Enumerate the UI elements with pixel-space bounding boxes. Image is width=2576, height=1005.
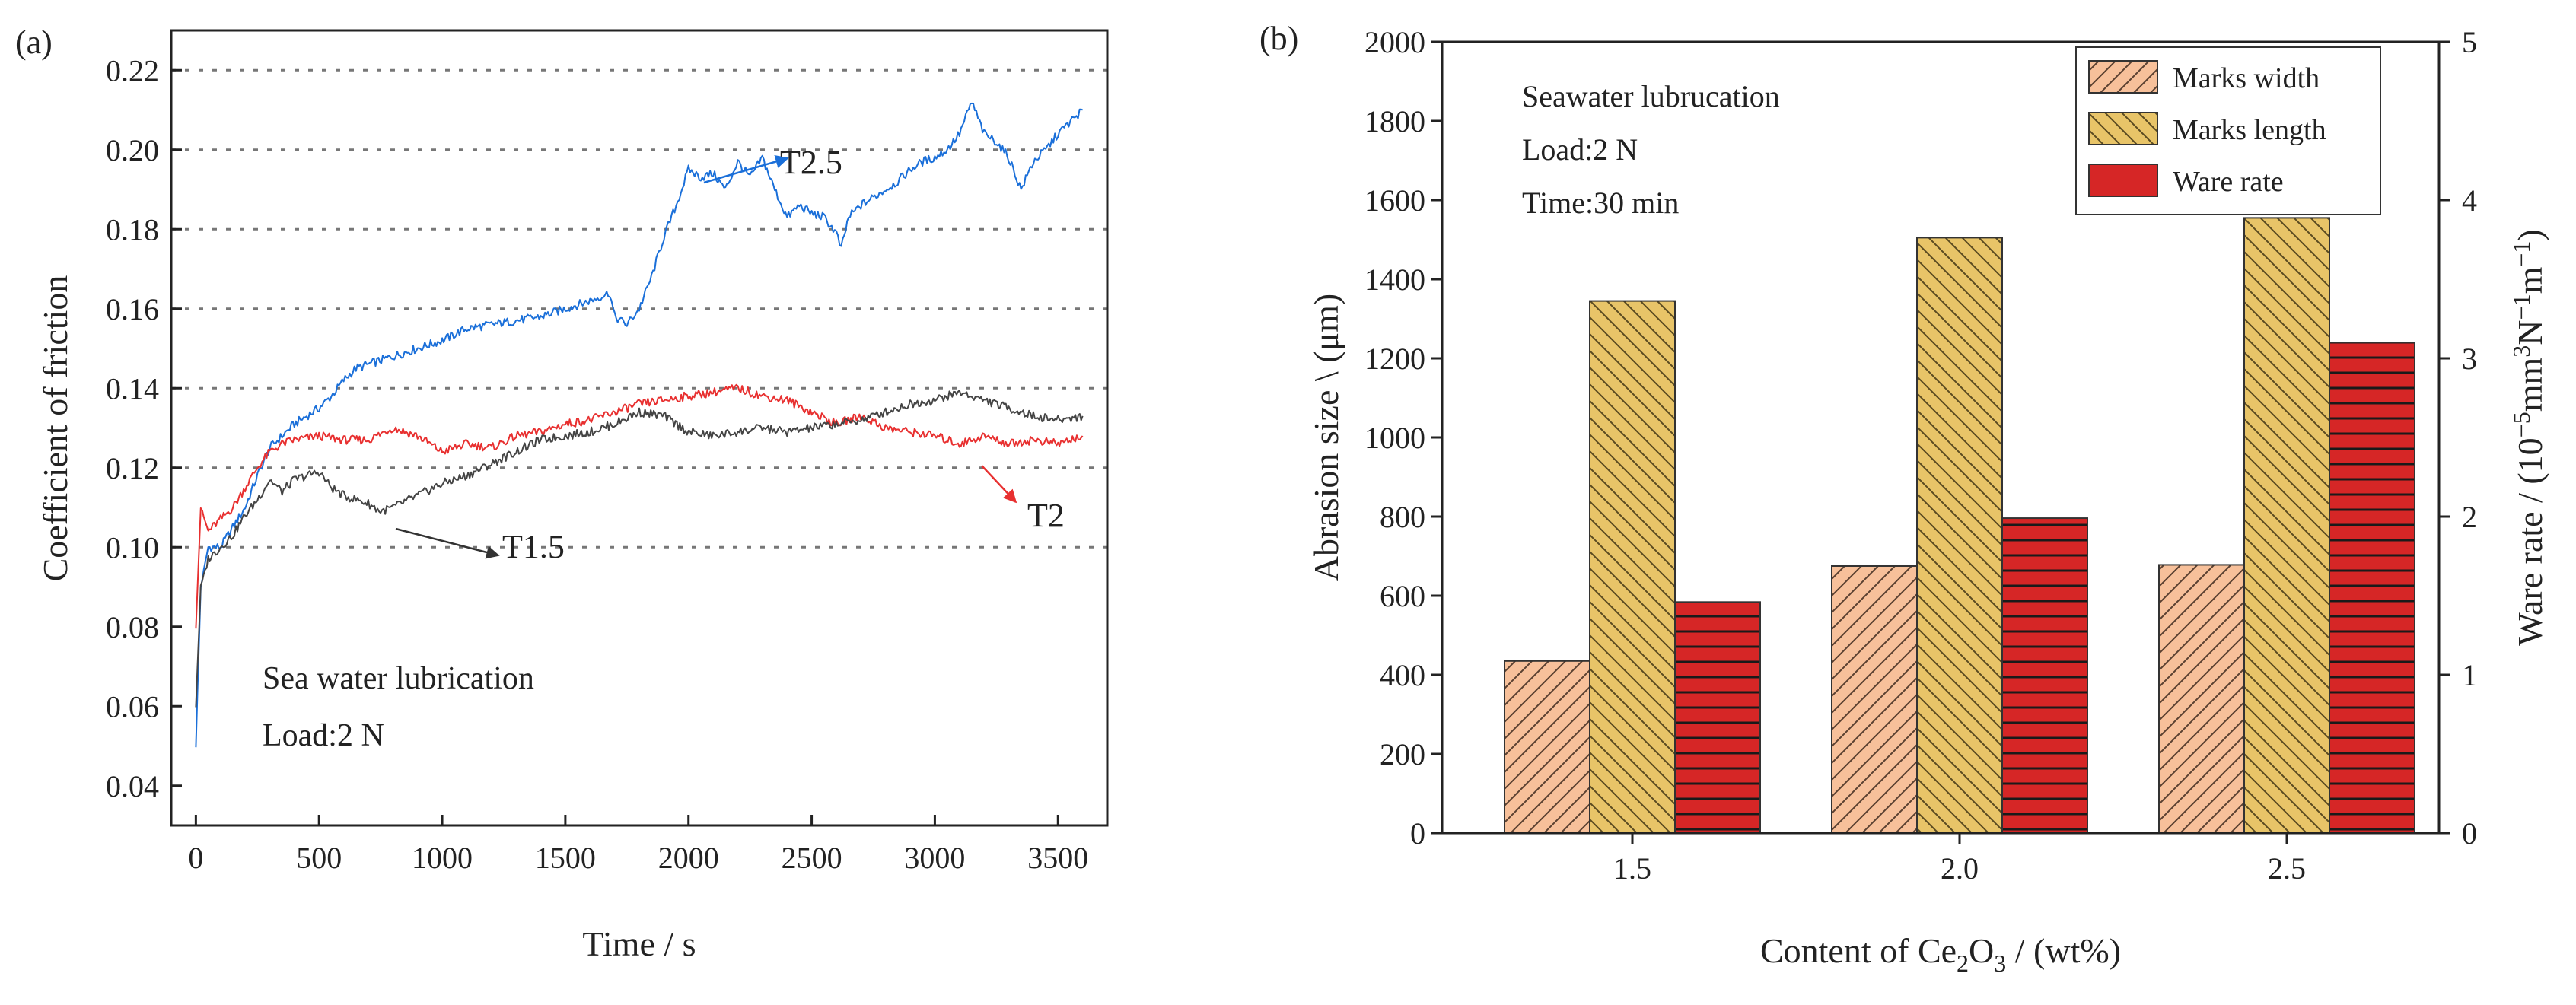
x-tick-label: 1.5 xyxy=(1613,851,1651,886)
bar-marks-width xyxy=(1831,565,1918,834)
series-label-t2: T2 xyxy=(1027,497,1065,534)
x-tick-label: 2.5 xyxy=(2268,851,2306,886)
legend-swatch-ware-rate xyxy=(2088,164,2158,197)
bar-marks-length xyxy=(2243,217,2330,834)
series-label-t2-5: T2.5 xyxy=(780,144,842,181)
x-tick-label: 3500 xyxy=(1027,841,1088,875)
y-tick-label-right: 2 xyxy=(2462,500,2477,534)
y-tick-label-right: 0 xyxy=(2462,816,2477,851)
panel-a-annotation-lubrication: Sea water lubrication xyxy=(263,661,534,696)
panel-b-xlabel: Content of Ce2O3 / (wt%) xyxy=(1760,931,2121,977)
panel-a-xticks: 0 500 1000 1500 2000 2500 3000 3500 xyxy=(188,815,1088,875)
panel-b-legend: Marks width Marks length Ware rate xyxy=(2075,46,2381,215)
series-label-arrow-t2 xyxy=(981,465,1017,504)
y-tick-label-left: 0 xyxy=(1410,816,1425,851)
panel-a-plot-frame xyxy=(170,29,1109,827)
bar-ware-rate xyxy=(2001,517,2088,835)
y-tick-label-left: 1200 xyxy=(1364,342,1425,376)
y-tick-label: 0.08 xyxy=(106,610,159,644)
y-tick-label-left: 2000 xyxy=(1364,25,1425,59)
y-tick-label-left: 200 xyxy=(1380,737,1425,771)
x-tick-label: 2000 xyxy=(658,841,719,875)
y-tick-label-left: 800 xyxy=(1380,500,1425,534)
bar-marks-length xyxy=(1589,300,1676,835)
legend-label-ware-rate: Ware rate xyxy=(2173,166,2284,198)
bar-ware-rate xyxy=(1674,601,1761,834)
series-label-arrow-t1-5 xyxy=(395,527,500,559)
y-tick-label: 0.10 xyxy=(106,530,159,565)
x-tick-label: 500 xyxy=(296,841,342,875)
y-tick-label: 0.20 xyxy=(106,133,159,167)
x-tick-label: 2.0 xyxy=(1941,851,1979,886)
panel-b-bars xyxy=(1504,217,2415,835)
y-tick-label-left: 1800 xyxy=(1364,104,1425,138)
y-tick-label-left: 1400 xyxy=(1364,262,1425,297)
series-label-arrow-t2-5 xyxy=(703,154,789,184)
series-line-t2 xyxy=(195,383,1084,629)
x-tick-label: 2500 xyxy=(782,841,842,875)
y-tick-label-left: 400 xyxy=(1380,658,1425,692)
panel-b-annotation-time: Time:30 min xyxy=(1522,186,1679,220)
series-label-t1-5: T1.5 xyxy=(502,528,565,565)
bar-marks-width xyxy=(2158,564,2245,834)
panel-a-ylabel: Coefficient of friction xyxy=(36,275,75,582)
panel-b-label: (b) xyxy=(1259,20,1298,57)
panel-b-yticks-right: 0 1 2 3 4 5 xyxy=(2439,25,2477,851)
legend-label-marks-width: Marks width xyxy=(2173,62,2320,94)
y-tick-label: 0.18 xyxy=(106,212,159,246)
y-tick-label: 0.12 xyxy=(106,451,159,485)
x-tick-label: 0 xyxy=(188,841,203,875)
panel-b-yticks-left: 0 200 400 600 800 1000 1200 1400 1600 1800 2000 xyxy=(1364,25,1442,851)
y-tick-label-right: 4 xyxy=(2462,183,2477,218)
series-line-t2-5 xyxy=(195,102,1083,748)
y-tick-label-right: 5 xyxy=(2462,25,2477,59)
legend-swatch-marks-width xyxy=(2088,60,2158,94)
bar-ware-rate xyxy=(2329,342,2415,834)
y-tick-label-left: 1600 xyxy=(1364,183,1425,218)
panel-a: (a) 0.04 0.06 0.08 0.10 0.12 0.14 0.16 0.18 0.20… xyxy=(15,24,1109,963)
y-tick-label: 0.16 xyxy=(106,292,159,326)
y-tick-label-left: 1000 xyxy=(1364,421,1425,455)
panel-b: (b) 020040060080010001200140016001800200… xyxy=(1259,20,2549,977)
y-tick-label: 0.22 xyxy=(106,53,159,87)
legend-label-marks-length: Marks length xyxy=(2173,114,2326,146)
y-tick-label-right: 3 xyxy=(2462,342,2477,376)
y-tick-label: 0.04 xyxy=(106,769,159,803)
x-tick-label: 1000 xyxy=(412,841,473,875)
panel-b-ylabel-left: Abrasion size \ (μm) xyxy=(1307,294,1345,582)
panel-b-annotation-load: Load:2 N xyxy=(1522,132,1638,167)
legend-swatch-marks-length xyxy=(2088,112,2158,145)
panel-a-annotation-load: Load:2 N xyxy=(263,718,384,753)
bar-marks-length xyxy=(1916,237,2003,834)
x-tick-label: 1500 xyxy=(535,841,596,875)
panel-a-label: (a) xyxy=(15,24,53,61)
panel-a-series xyxy=(195,102,1084,748)
y-tick-label: 0.14 xyxy=(106,371,159,405)
x-tick-label: 3000 xyxy=(904,841,965,875)
panel-b-xticks: 1.5 2.0 2.5 xyxy=(1613,833,2306,886)
series-line-t1-5 xyxy=(195,390,1084,708)
bar-marks-width xyxy=(1504,660,1590,834)
panel-b-ylabel-right: Ware rate / (10−5mm3N−1m−1) xyxy=(2508,229,2549,645)
panel-b-annotation-lubrication: Seawater lubrucation xyxy=(1522,79,1780,113)
panel-a-yticks: 0.04 0.06 0.08 0.10 0.12 0.14 0.16 0.18 0.20 0.22 xyxy=(106,53,182,803)
panel-a-xlabel: Time / s xyxy=(582,924,696,963)
y-tick-label-left: 600 xyxy=(1380,579,1425,613)
y-tick-label-right: 1 xyxy=(2462,658,2477,692)
y-tick-label: 0.06 xyxy=(106,689,159,724)
